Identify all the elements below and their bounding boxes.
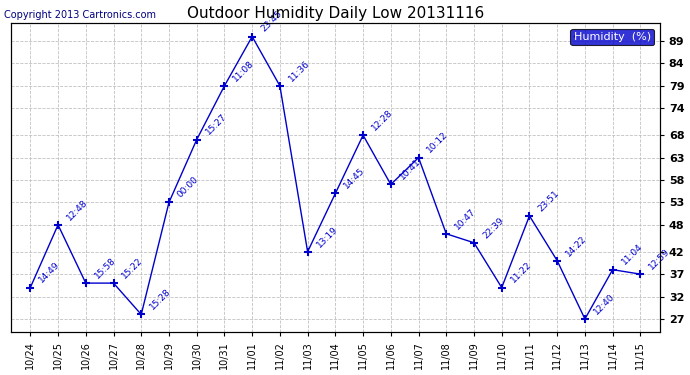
Text: 22:39: 22:39: [481, 216, 506, 240]
Text: 10:12: 10:12: [426, 130, 450, 155]
Text: 14:45: 14:45: [342, 166, 367, 190]
Legend: Humidity  (%): Humidity (%): [571, 28, 654, 45]
Text: 15:22: 15:22: [121, 256, 145, 280]
Text: 10:47: 10:47: [453, 207, 477, 231]
Text: 13:19: 13:19: [315, 224, 339, 249]
Text: 12:28: 12:28: [370, 108, 395, 132]
Text: 12:48: 12:48: [65, 198, 90, 222]
Text: 12:59: 12:59: [647, 247, 672, 272]
Title: Outdoor Humidity Daily Low 20131116: Outdoor Humidity Daily Low 20131116: [187, 6, 484, 21]
Text: 23:51: 23:51: [536, 189, 561, 213]
Text: 11:36: 11:36: [287, 58, 311, 83]
Text: 10:41: 10:41: [397, 157, 422, 182]
Text: 12:40: 12:40: [592, 292, 616, 316]
Text: 23:45: 23:45: [259, 9, 284, 34]
Text: 11:22: 11:22: [509, 260, 533, 285]
Text: 15:58: 15:58: [92, 256, 117, 280]
Text: 00:00: 00:00: [176, 175, 201, 200]
Text: 11:08: 11:08: [231, 58, 256, 83]
Text: Copyright 2013 Cartronics.com: Copyright 2013 Cartronics.com: [4, 10, 157, 20]
Text: 15:28: 15:28: [148, 287, 172, 312]
Text: 15:27: 15:27: [204, 112, 228, 137]
Text: 14:22: 14:22: [564, 234, 589, 258]
Text: 11:04: 11:04: [620, 242, 644, 267]
Text: 14:49: 14:49: [37, 260, 61, 285]
